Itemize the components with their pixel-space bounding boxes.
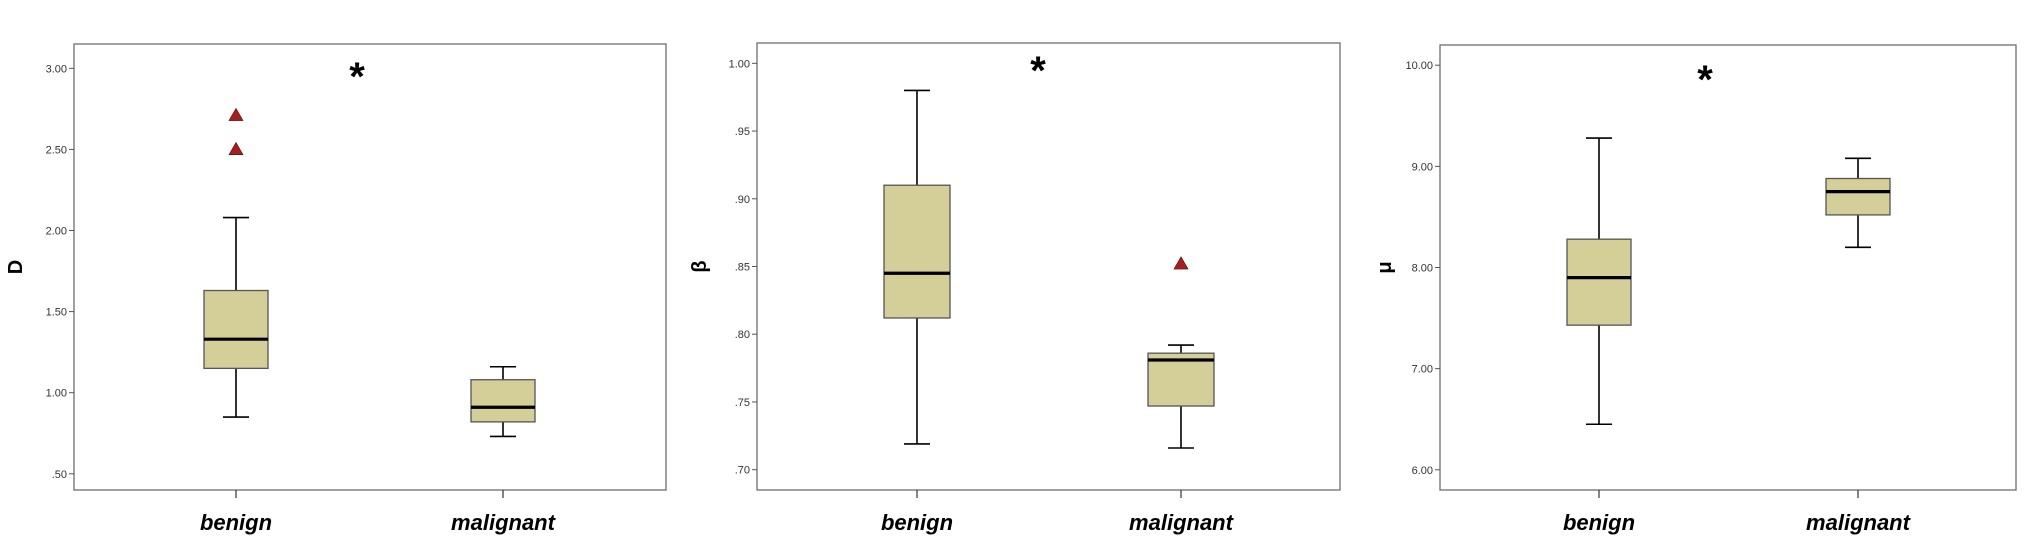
significance-marker: * xyxy=(1030,49,1046,93)
y-tick-label: .80 xyxy=(735,329,750,341)
y-tick-label: .90 xyxy=(735,194,750,206)
boxplot-malignant xyxy=(1147,256,1215,449)
boxplot-benign xyxy=(1566,137,1632,426)
y-tick-label: .75 xyxy=(735,397,750,409)
chart-panel-2: .70 .75 .80 .85 .90 .95 1.00 benign malignant β * xyxy=(689,42,1341,535)
chart-panel-3: 6.00 7.00 8.00 9.00 10.00 benign malignant μ * xyxy=(1374,44,2017,535)
iqr-box xyxy=(470,379,536,423)
category-label-malignant: malignant xyxy=(451,510,557,535)
y-tick-label: 2.50 xyxy=(46,144,67,156)
significance-marker: * xyxy=(349,55,365,99)
boxplot-benign xyxy=(883,89,951,445)
category-label-benign: benign xyxy=(200,510,272,535)
category-label-malignant: malignant xyxy=(1129,510,1235,535)
iqr-box xyxy=(1825,177,1891,216)
outlier-marker xyxy=(228,107,244,121)
category-label-malignant: malignant xyxy=(1806,510,1912,535)
category-label-benign: benign xyxy=(881,510,953,535)
outlier-marker xyxy=(1173,256,1189,270)
boxplot-malignant xyxy=(1825,157,1891,249)
y-tick-label: 7.00 xyxy=(1412,364,1433,376)
plot-frame xyxy=(73,43,667,491)
y-tick-label: 1.50 xyxy=(46,307,67,319)
y-tick-label: 2.00 xyxy=(46,226,67,238)
y-tick-label: .95 xyxy=(735,126,750,138)
y-tick-label: 9.00 xyxy=(1412,161,1433,173)
category-label-benign: benign xyxy=(1563,510,1635,535)
chart-panel-1: .50 1.00 1.50 2.00 2.50 3.00 benign malignant D * xyxy=(5,43,667,535)
y-tick-label: .70 xyxy=(735,465,750,477)
boxplot-malignant xyxy=(470,365,536,438)
plot-frame xyxy=(1439,44,2017,491)
y-axis-title: β xyxy=(689,260,711,272)
y-tick-label: 1.00 xyxy=(46,388,67,400)
iqr-box xyxy=(1566,238,1632,326)
significance-marker: * xyxy=(1697,58,1713,102)
y-tick-label: 10.00 xyxy=(1405,60,1433,72)
y-axis-title: μ xyxy=(1374,261,1396,273)
y-tick-label: 3.00 xyxy=(46,63,67,75)
y-tick-label: 1.00 xyxy=(729,58,750,70)
y-axis-title: D xyxy=(5,260,27,274)
boxplot-benign xyxy=(203,107,269,418)
iqr-box xyxy=(203,289,269,370)
y-tick-label: .50 xyxy=(52,469,67,481)
iqr-box xyxy=(1147,352,1215,407)
y-tick-label: 8.00 xyxy=(1412,263,1433,275)
y-tick-label: 6.00 xyxy=(1412,465,1433,477)
outlier-marker xyxy=(228,141,244,155)
iqr-box xyxy=(883,184,951,319)
y-tick-label: .85 xyxy=(735,262,750,274)
plot-frame xyxy=(756,42,1341,491)
